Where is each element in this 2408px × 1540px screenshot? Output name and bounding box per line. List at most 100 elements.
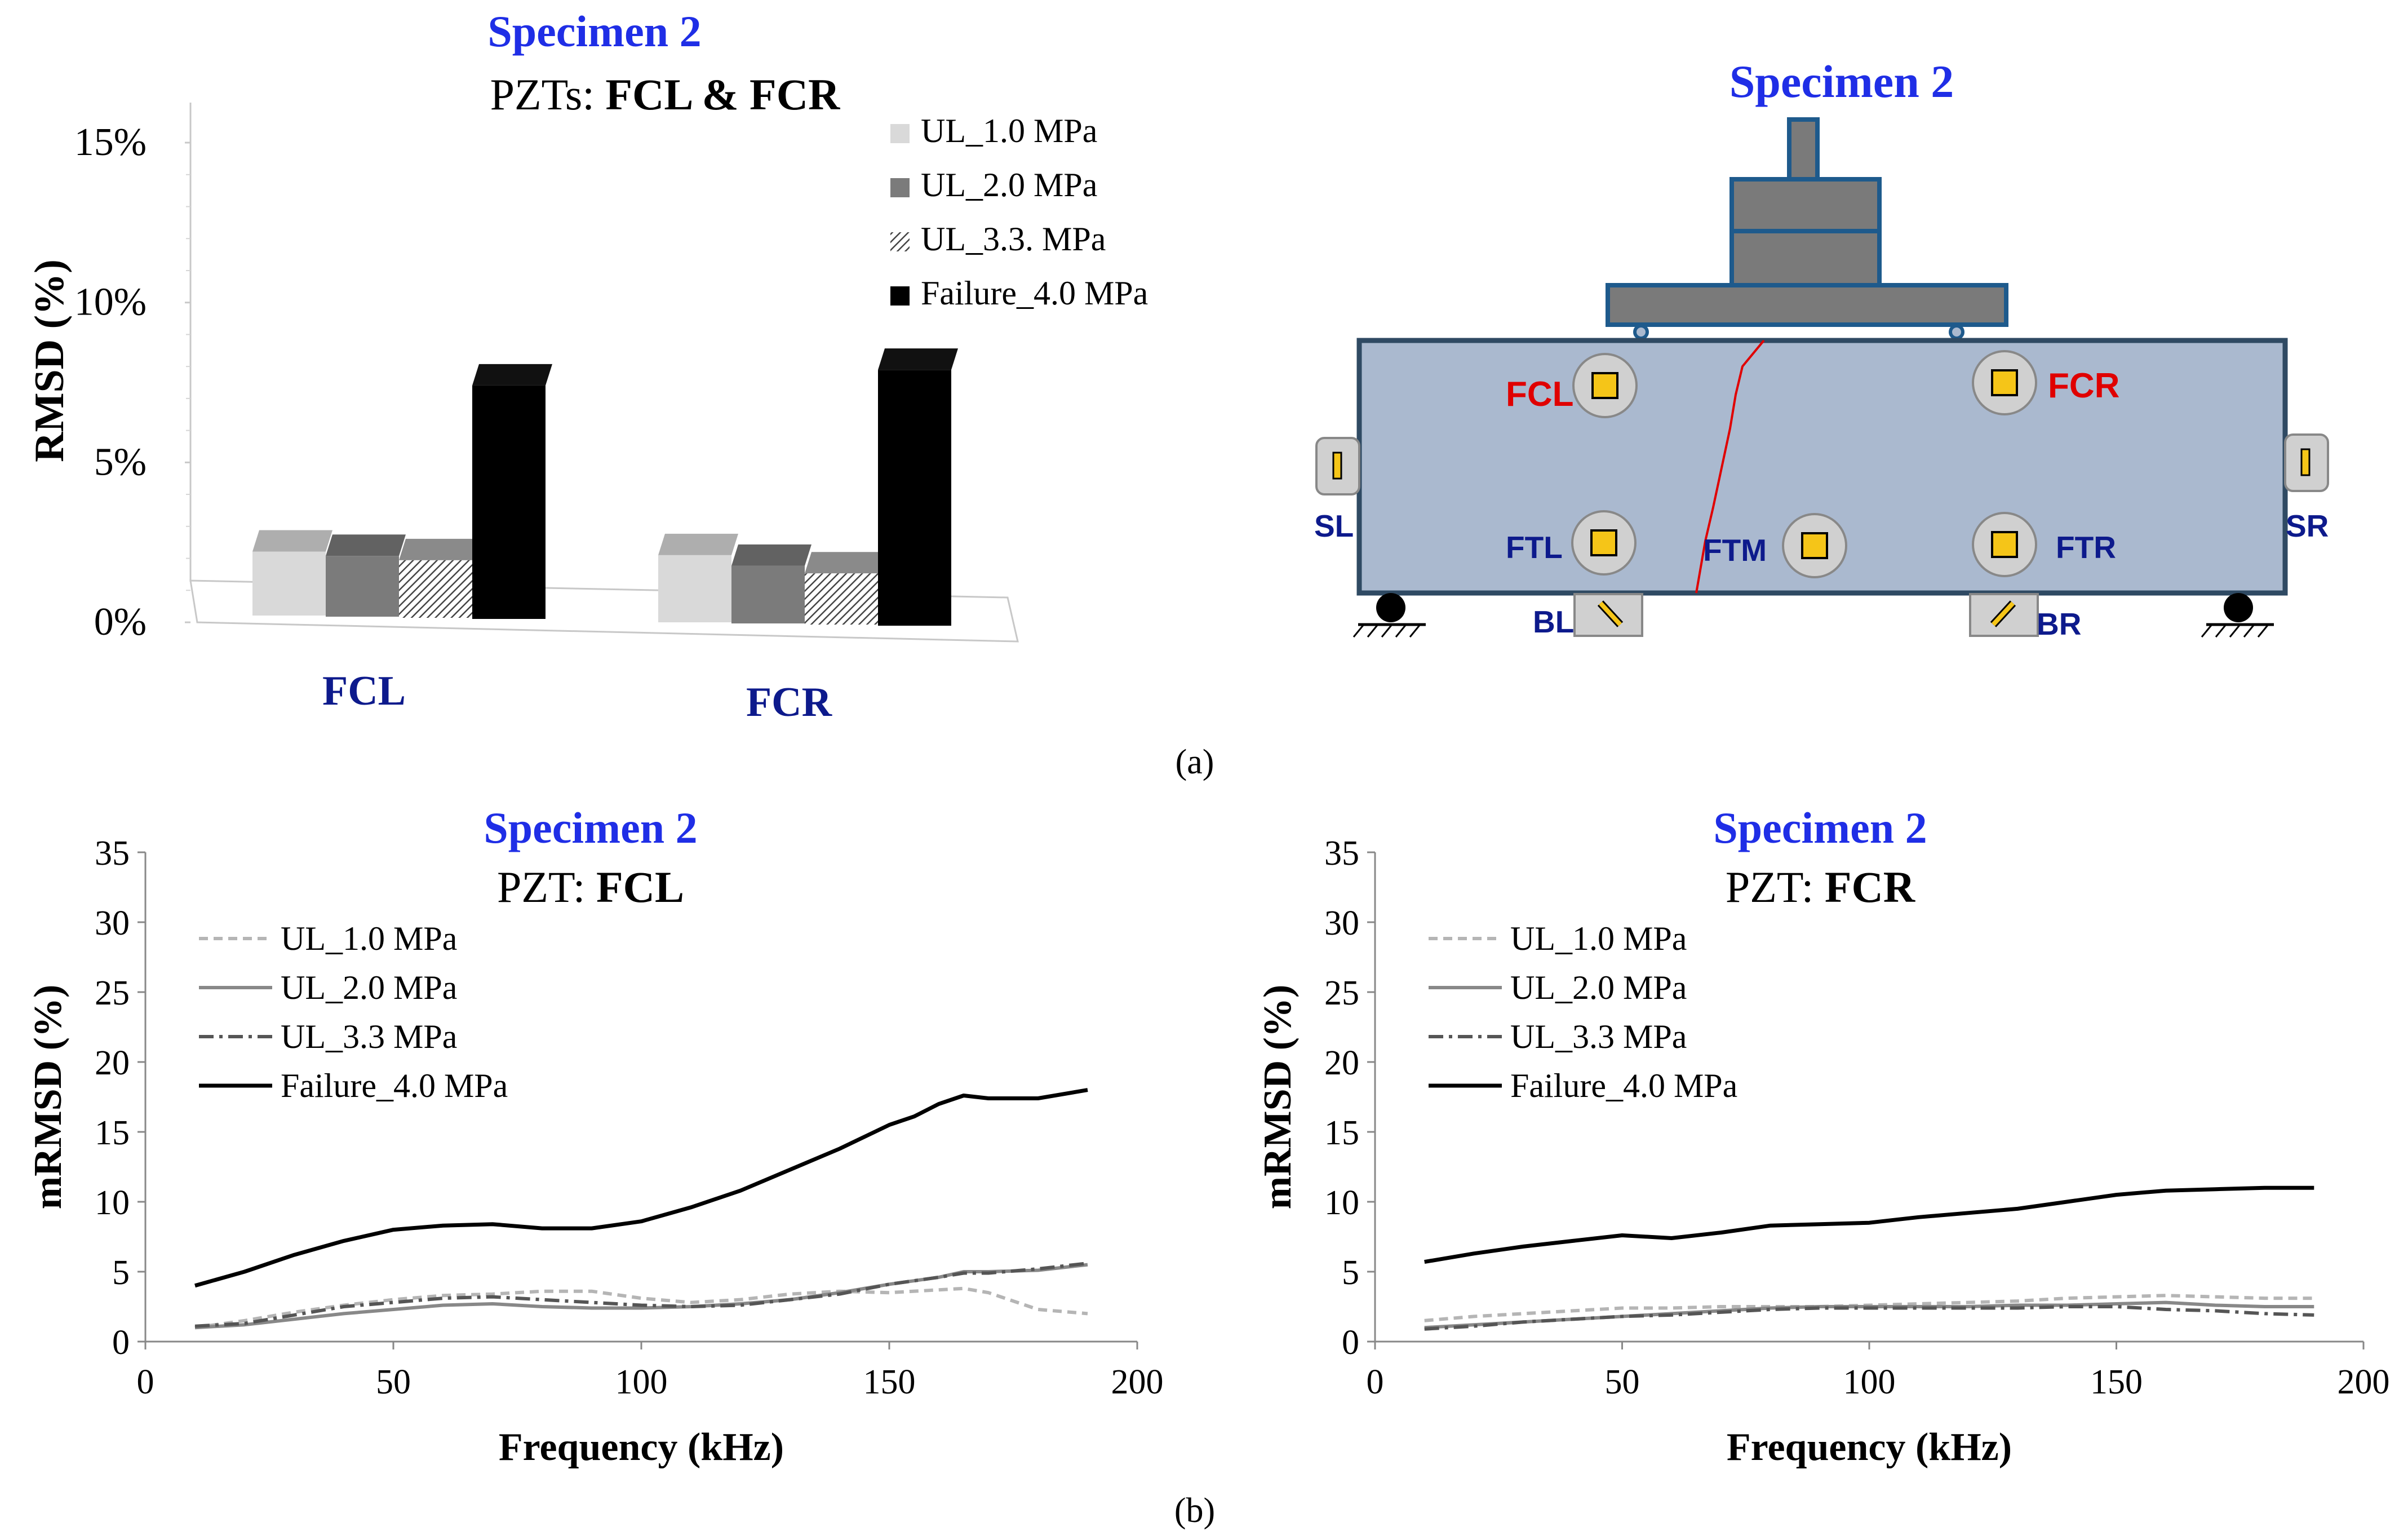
- load-roller-right: [1949, 324, 1964, 340]
- support-right: [2201, 593, 2274, 638]
- y-tick-label: 10: [95, 1184, 130, 1222]
- line-chart-title-bold: FCL: [596, 862, 684, 911]
- legend-label: UL_1.0 MPa: [281, 920, 457, 957]
- legend-label: UL_3.3. MPa: [921, 220, 1106, 258]
- legend-label: UL_1.0 MPa: [921, 112, 1097, 149]
- label-ftm: FTM: [1703, 533, 1767, 568]
- series-line: [1424, 1300, 2314, 1330]
- legend-label: Failure_4.0 MPa: [1510, 1067, 1737, 1104]
- series-line: [1424, 1185, 2314, 1264]
- load-block-upper: [1729, 177, 1882, 233]
- bar-top: [399, 538, 479, 560]
- pzt-br: [1969, 593, 2039, 637]
- bar-chart-title-prefix: PZTs:: [490, 70, 606, 119]
- line-chart-fcr: Specimen 2 PZT: FCR 0 5 10 15 20 25 30 35 0 50 100 15…: [1256, 803, 2390, 1469]
- bar-top: [472, 364, 552, 386]
- bar-top: [658, 533, 738, 555]
- bar-top: [326, 534, 406, 556]
- label-ftr: FTR: [2056, 530, 2116, 565]
- y-tick-label: 0: [112, 1324, 130, 1362]
- bar-chart-title-bold: FCL & FCR: [605, 70, 841, 119]
- bar: [878, 370, 951, 626]
- bar: [326, 556, 399, 617]
- y-tick-label: 10: [1324, 1184, 1359, 1222]
- line-chart-title-pzt: PZT: FCR: [1726, 862, 1916, 911]
- bar-top: [731, 544, 811, 566]
- bar-chart-title-specimen: Specimen 2: [487, 7, 701, 56]
- bar: [252, 551, 326, 616]
- label-fcl: FCL: [1506, 375, 1574, 414]
- bar-chart-category-label: FCR: [746, 679, 833, 725]
- bar: [731, 565, 805, 623]
- bar: [399, 560, 472, 618]
- y-tick-label: 25: [1324, 974, 1359, 1012]
- legend-label: UL_2.0 MPa: [281, 969, 457, 1006]
- bar: [472, 385, 546, 619]
- series-line: [1424, 1305, 2314, 1331]
- x-tick-label: 200: [1111, 1363, 1164, 1401]
- x-axis-label: Frequency (kHz): [1727, 1426, 2012, 1469]
- label-bl: BL: [1533, 604, 1574, 639]
- line-chart-fcl: Specimen 2 PZT: FCL 0 5 10 15 20 25 30 35 0 50 100 15…: [26, 803, 1164, 1469]
- panel-label-a: (a): [1176, 743, 1214, 781]
- line-chart-title-bold: FCR: [1825, 862, 1916, 911]
- pzt-sl: [1315, 437, 1360, 495]
- y-axis-label: mRMSD (%): [26, 985, 70, 1210]
- support-left: [1352, 593, 1426, 638]
- legend-swatch: [890, 286, 910, 306]
- bar-chart: Specimen 2 PZTs: FCL & FCR RMSD (%) 0% 5%…: [26, 7, 1148, 725]
- y-tick-label: 25: [95, 974, 130, 1012]
- series-line: [194, 1262, 1088, 1328]
- legend-swatch: [890, 232, 910, 251]
- bar-chart-bars: [252, 348, 958, 626]
- pzt-sr: [2284, 433, 2329, 492]
- x-tick-label: 50: [1605, 1363, 1640, 1401]
- bar-chart-ytick-label: 0%: [94, 600, 147, 644]
- crack-line: [1695, 339, 1765, 594]
- x-tick-label: 150: [863, 1363, 916, 1401]
- y-tick-label: 15: [1324, 1114, 1359, 1152]
- bar-top: [252, 530, 332, 552]
- bar-top: [805, 552, 885, 574]
- pzt-ftl: [1571, 510, 1637, 576]
- line-chart-title-pzt: PZT: FCL: [497, 862, 684, 911]
- line-chart-title-specimen: Specimen 2: [1713, 803, 1927, 852]
- panel-label-b: (b): [1174, 1492, 1215, 1530]
- diagram-title: Specimen 2: [1729, 56, 1954, 107]
- x-tick-label: 100: [1843, 1363, 1896, 1401]
- bar-chart-yticks: 0% 5% 10% 15%: [74, 121, 190, 644]
- x-tick-label: 50: [376, 1363, 411, 1401]
- x-tick-label: 150: [2090, 1363, 2143, 1401]
- y-tick-label: 5: [1342, 1254, 1359, 1292]
- bar: [805, 573, 878, 625]
- bar-chart-categories: FCL FCR: [322, 668, 833, 725]
- x-axis-label: Frequency (kHz): [499, 1426, 784, 1469]
- series-line: [194, 1286, 1088, 1330]
- line-chart-title-specimen: Specimen 2: [484, 803, 697, 852]
- y-tick-label: 5: [112, 1254, 130, 1292]
- label-sl: SL: [1314, 508, 1354, 543]
- line-chart-title-prefix: PZT:: [1726, 862, 1825, 911]
- pzt-fcl: [1572, 353, 1638, 418]
- y-tick-label: 30: [95, 904, 130, 942]
- beam-diagram: Specimen 2: [1314, 56, 2329, 641]
- x-tick-label: 0: [1367, 1363, 1384, 1401]
- load-rod: [1787, 117, 1820, 182]
- load-roller-left: [1633, 324, 1649, 340]
- y-tick-label: 0: [1342, 1324, 1359, 1362]
- y-tick-label: 20: [1324, 1044, 1359, 1082]
- y-tick-label: 30: [1324, 904, 1359, 942]
- pzt-ftr: [1972, 512, 2037, 577]
- legend-swatch: [890, 124, 910, 143]
- x-tick-label: 100: [615, 1363, 668, 1401]
- series-line: [194, 1088, 1088, 1288]
- legend-swatch: [890, 178, 910, 197]
- spreader-beam: [1606, 283, 2008, 327]
- label-sr: SR: [2286, 508, 2329, 543]
- line-chart-title-prefix: PZT:: [497, 862, 596, 911]
- legend-label: UL_2.0 MPa: [921, 166, 1097, 203]
- y-tick-label: 15: [95, 1114, 130, 1152]
- bar: [658, 555, 731, 622]
- pzt-fcr: [1972, 350, 2037, 415]
